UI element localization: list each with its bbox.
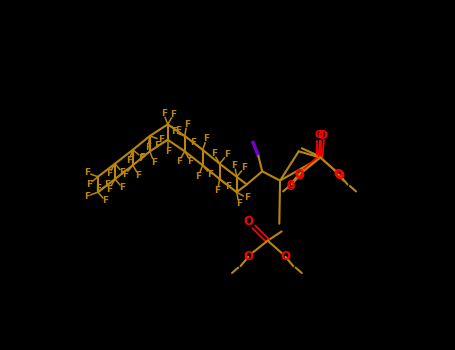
Text: F: F [244,194,250,202]
Text: F: F [106,169,112,178]
Text: F: F [104,180,110,189]
Text: O: O [317,129,327,142]
Text: F: F [232,161,238,170]
Text: O: O [243,250,253,263]
Text: F: F [215,186,221,195]
Text: F: F [161,109,167,118]
Text: F: F [165,147,171,156]
Text: F: F [151,158,157,167]
Text: O: O [287,180,295,190]
Text: O: O [294,169,304,182]
Text: F: F [241,163,247,173]
Text: F: F [236,199,242,208]
Text: F: F [176,157,182,166]
Text: F: F [203,134,210,144]
Text: F: F [119,168,126,177]
Text: F: F [175,126,181,135]
Text: F: F [211,149,217,158]
Text: F: F [196,172,202,181]
Text: O: O [287,182,295,192]
Text: O: O [314,130,324,140]
Text: F: F [138,154,144,163]
Text: F: F [136,171,142,180]
Text: F: F [119,183,126,192]
Text: F: F [86,180,92,189]
Text: F: F [106,184,112,194]
Text: O: O [334,169,343,178]
Text: F: F [184,120,190,129]
Text: F: F [145,143,151,152]
Text: F: F [226,182,232,191]
Text: F: F [171,127,177,136]
Text: F: F [122,169,128,178]
Text: O: O [243,215,253,228]
Text: F: F [95,184,101,193]
Text: F: F [126,156,132,165]
Text: F: F [207,169,213,178]
Text: F: F [139,153,145,162]
Text: F: F [171,110,177,119]
Text: F: F [191,138,197,147]
Text: F: F [84,168,90,177]
Text: F: F [158,135,164,145]
Text: F: F [155,141,161,150]
Text: O: O [295,169,304,178]
Text: F: F [187,157,194,166]
Text: O: O [335,169,345,182]
Text: O: O [280,250,290,263]
Text: F: F [102,196,108,205]
Text: F: F [84,191,90,201]
Text: F: F [224,150,230,159]
